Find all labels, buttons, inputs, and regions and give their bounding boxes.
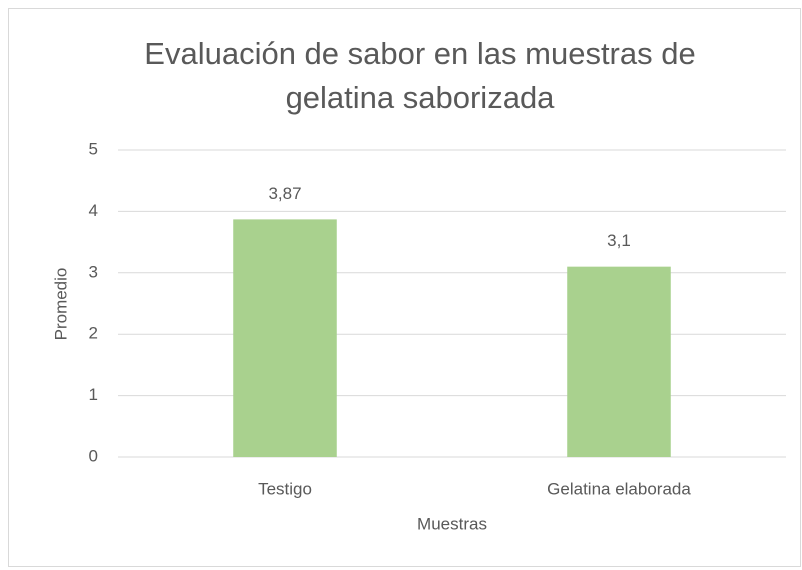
y-tick-label: 3 [89,262,98,281]
data-label: 3,1 [607,231,631,250]
bar [567,266,671,457]
chart-title: Evaluación de sabor en las muestras de g… [144,36,696,115]
x-tick-label: Testigo [258,479,312,498]
y-tick-label: 0 [89,446,98,465]
y-tick-label: 5 [89,139,98,158]
y-tick-label: 1 [89,385,98,404]
x-axis-title: Muestras [417,514,487,533]
bar [233,219,337,457]
data-label: 3,87 [268,184,301,203]
y-tick-label: 2 [89,324,98,343]
y-tick-label: 4 [89,201,98,220]
x-tick-label: Gelatina elaborada [547,479,691,498]
y-axis-title: Promedio [51,268,70,341]
